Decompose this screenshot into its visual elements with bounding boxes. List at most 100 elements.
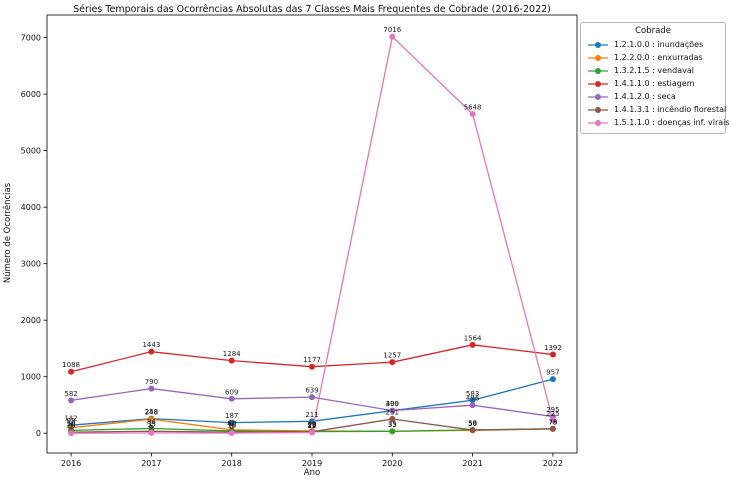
- point-value-label: 12: [308, 422, 317, 430]
- point-value-label: 84: [147, 418, 156, 426]
- y-tick-label: 1000: [21, 373, 41, 382]
- data-point-marker: [469, 427, 476, 434]
- point-value-label: 1177: [303, 356, 321, 364]
- y-tick-label: 4000: [21, 203, 41, 212]
- legend-item: 1.4.1.2.0 : seca: [587, 90, 719, 103]
- point-value-label: 400: [386, 400, 399, 408]
- point-value-label: 1392: [544, 344, 562, 352]
- x-tick-label: 2017: [141, 459, 161, 468]
- point-value-label: 18: [227, 422, 236, 430]
- point-value-label: 957: [546, 369, 559, 377]
- x-tick-label: 2019: [302, 459, 322, 468]
- point-value-label: 60: [227, 419, 236, 427]
- data-point-marker: [309, 429, 315, 436]
- point-value-label: 25: [308, 421, 317, 429]
- series-line: [71, 35, 554, 434]
- legend-marker-icon: [588, 119, 608, 126]
- point-value-label: 582: [64, 390, 77, 398]
- point-value-label: 98: [67, 417, 76, 425]
- data-point-marker: [68, 397, 75, 404]
- legend: Cobrade 1.2.1.0.0 : inundações 1.2.2.0.0 …: [580, 22, 730, 134]
- point-value-label: 1443: [142, 341, 160, 349]
- point-value-label: 7016: [383, 26, 401, 34]
- data-point-marker: [148, 385, 155, 392]
- x-tick-label: 2018: [222, 459, 242, 468]
- data-point-marker: [549, 376, 556, 383]
- legend-marker-icon: [588, 106, 608, 113]
- y-tick-label: 5000: [21, 146, 41, 155]
- data-point-marker: [228, 419, 235, 426]
- point-value-label: 295: [546, 406, 559, 414]
- data-point-marker: [389, 33, 396, 40]
- legend-item: 1.5.1.1.0 : doenças inf. virais: [587, 116, 730, 129]
- x-tick-label: 2022: [543, 459, 563, 468]
- y-tick-label: 2000: [21, 316, 41, 325]
- point-value-label: 496: [466, 395, 480, 403]
- legend-item-label: 1.2.2.0.0 : enxurradas: [614, 53, 703, 62]
- point-value-label: 1088: [62, 361, 80, 369]
- legend-item: 1.3.2.1.5 : vendaval: [587, 64, 719, 77]
- data-point-marker: [309, 394, 315, 401]
- point-value-label: 142: [64, 415, 77, 423]
- y-tick-label: 3000: [21, 259, 41, 268]
- point-value-label: 790: [145, 378, 158, 386]
- point-value-label: 1: [69, 423, 73, 431]
- data-point-marker: [389, 416, 396, 423]
- point-value-label: 20: [67, 422, 76, 430]
- data-point-marker: [68, 368, 75, 375]
- legend-marker-icon: [588, 80, 608, 87]
- point-value-label: 211: [305, 411, 318, 419]
- point-value-label: 50: [468, 420, 477, 428]
- data-point-marker: [309, 363, 315, 370]
- data-point-marker: [469, 397, 476, 404]
- x-tick-label: 2016: [61, 459, 81, 468]
- y-tick-label: 7000: [21, 33, 41, 42]
- data-point-marker: [549, 417, 556, 424]
- point-value-label: 609: [225, 388, 238, 396]
- point-value-label: 35: [388, 421, 397, 429]
- data-point-marker: [228, 357, 235, 364]
- point-value-label: 78: [548, 418, 557, 426]
- legend-item: 1.4.1.1.0 : estiagem: [587, 77, 719, 90]
- legend-item: 1.2.2.0.0 : enxurradas: [587, 51, 719, 64]
- data-point-marker: [389, 407, 396, 414]
- x-tick-label: 2020: [382, 459, 402, 468]
- data-point-marker: [469, 402, 476, 409]
- point-value-label: 35: [147, 421, 156, 429]
- data-point-marker: [389, 428, 396, 435]
- data-point-marker: [148, 416, 155, 423]
- point-value-label: 28: [308, 421, 317, 429]
- legend-marker-icon: [588, 93, 608, 100]
- y-axis-label: Número de Ocorrências: [3, 182, 13, 284]
- x-tick-label: 2021: [462, 459, 482, 468]
- point-value-label: 1284: [223, 350, 241, 358]
- point-value-label: 1257: [383, 352, 401, 360]
- data-point-marker: [228, 395, 235, 402]
- data-point-marker: [68, 430, 75, 437]
- point-value-label: 583: [466, 390, 479, 398]
- data-point-marker: [389, 359, 396, 366]
- point-value-label: 40: [308, 420, 317, 428]
- legend-marker-icon: [588, 54, 608, 61]
- legend-item-label: 1.4.1.1.0 : estiagem: [614, 79, 695, 88]
- point-value-label: 187: [225, 412, 238, 420]
- data-point-marker: [469, 111, 476, 118]
- data-point-marker: [549, 425, 556, 432]
- point-value-label: 251: [386, 409, 399, 417]
- point-value-label: 3: [229, 423, 233, 431]
- point-value-label: 399: [386, 400, 399, 408]
- data-point-marker: [228, 430, 235, 437]
- data-point-marker: [549, 351, 556, 358]
- data-point-marker: [148, 348, 155, 355]
- legend-item-label: 1.3.2.1.5 : vendaval: [614, 66, 694, 75]
- legend-item: 1.4.1.3.1 : incêndio florestal: [587, 103, 726, 116]
- legend-item-label: 1.4.1.2.0 : seca: [614, 92, 676, 101]
- point-value-label: 50: [67, 420, 76, 428]
- chart-title: Séries Temporais das Ocorrências Absolut…: [73, 4, 551, 15]
- point-value-label: 56: [468, 420, 477, 428]
- point-value-label: 1564: [464, 334, 482, 342]
- x-axis-label: Ano: [303, 468, 321, 478]
- point-value-label: 258: [145, 408, 158, 416]
- data-point-marker: [469, 341, 476, 348]
- point-value-label: 6: [149, 422, 154, 430]
